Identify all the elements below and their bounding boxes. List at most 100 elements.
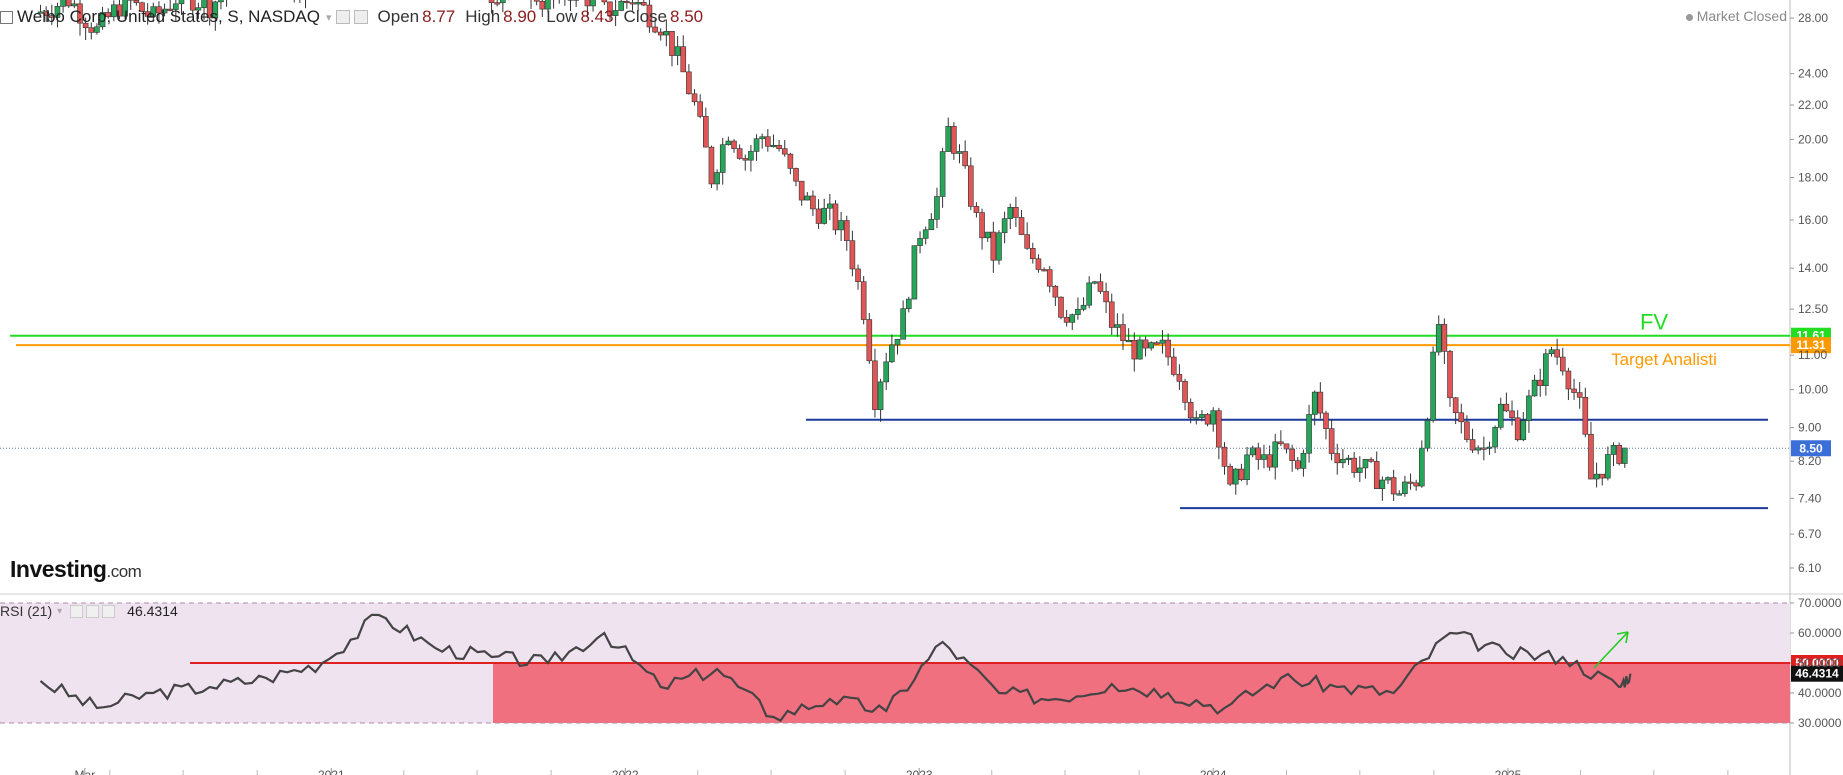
rsi-tick-label: 40.0000	[1798, 686, 1842, 700]
candle	[1497, 397, 1504, 430]
price-tick-label: 10.00	[1798, 383, 1828, 397]
candle	[1204, 412, 1211, 427]
candle-body	[1447, 351, 1453, 399]
chevron-down-icon[interactable]: ▾	[325, 11, 332, 24]
candle	[674, 36, 681, 66]
gear-icon[interactable]	[353, 10, 368, 24]
gear-icon[interactable]	[86, 604, 100, 618]
close-icon[interactable]	[102, 604, 116, 618]
candle-body	[1334, 453, 1341, 464]
chevron-down-icon[interactable]: ▾	[57, 605, 63, 617]
candle	[1441, 318, 1448, 364]
candle	[663, 19, 670, 47]
candle-body	[618, 0, 625, 11]
candle	[1193, 410, 1200, 425]
candle-body	[860, 281, 867, 320]
candle	[911, 245, 918, 300]
candle-body	[883, 361, 890, 383]
candle	[1559, 347, 1566, 376]
candle-body	[1249, 447, 1256, 456]
candle-body	[212, 1, 219, 19]
candle-body	[1199, 414, 1205, 418]
status-dot-icon	[1685, 13, 1693, 21]
rsi-tick-label: 50.0000	[1798, 656, 1842, 670]
candle	[905, 296, 912, 313]
candle	[1221, 442, 1228, 475]
candle	[1142, 336, 1149, 357]
rsi-pane	[0, 602, 1790, 724]
candle-body	[1543, 353, 1549, 386]
candle	[815, 199, 822, 229]
candle	[635, 0, 641, 12]
candle	[1289, 444, 1295, 472]
candle	[1063, 309, 1070, 327]
candle	[1075, 297, 1081, 320]
candle-body	[731, 140, 737, 149]
candle	[753, 134, 760, 161]
candle-body	[539, 0, 546, 10]
candle	[979, 208, 985, 250]
symbol-title[interactable]: Weibo Corp, United States, S, NASDAQ	[17, 7, 320, 26]
candle	[1013, 196, 1019, 228]
rsi-label[interactable]: RSI (21)	[0, 603, 53, 619]
candle	[1294, 457, 1301, 471]
candle-body	[1244, 454, 1250, 481]
collapse-icon[interactable]	[0, 10, 13, 24]
candle-body	[624, 0, 630, 4]
candle-body	[951, 126, 957, 154]
candle	[82, 17, 89, 40]
candle-body	[1593, 473, 1600, 480]
candle-body	[905, 298, 912, 309]
candle	[686, 64, 692, 95]
candle	[646, 0, 653, 33]
candle	[1565, 367, 1572, 401]
candle	[299, 0, 301, 3]
candle	[1537, 368, 1544, 397]
candle-body	[663, 31, 670, 36]
price-tick-label: 11.00	[1798, 348, 1827, 362]
candle-body	[494, 2, 501, 5]
candle-body	[206, 0, 213, 19]
candle	[680, 35, 687, 73]
candle-body	[843, 220, 850, 241]
candle	[894, 338, 901, 355]
candle-body	[889, 344, 895, 363]
candle	[967, 157, 974, 211]
settings-icon[interactable]	[335, 10, 350, 24]
candle-body	[984, 231, 991, 239]
candle	[708, 145, 715, 189]
candle-body	[657, 31, 664, 36]
candle	[1396, 490, 1403, 496]
price-tick-label: 14.00	[1798, 261, 1828, 275]
candle	[860, 276, 867, 325]
candle	[990, 221, 997, 273]
candle-body	[195, 7, 202, 11]
candle	[1092, 280, 1098, 285]
candle	[1283, 443, 1290, 454]
candle	[1266, 445, 1273, 471]
candle	[567, 0, 574, 11]
candle	[736, 144, 743, 160]
candle	[49, 4, 55, 25]
candle	[1520, 412, 1527, 442]
price-tick-label: 22.00	[1798, 98, 1828, 112]
candle-body	[1204, 414, 1211, 425]
market-status-text: Market Closed	[1696, 8, 1787, 24]
candle	[1232, 468, 1239, 495]
candle	[1605, 446, 1611, 481]
arrow-head-icon	[1616, 631, 1629, 644]
candle	[945, 117, 952, 152]
candle	[1176, 364, 1183, 390]
candle	[1137, 336, 1143, 360]
candle-body	[866, 319, 873, 362]
rsi-price-label: 46.4314	[1791, 665, 1843, 682]
candle	[54, 2, 61, 28]
visibility-icon[interactable]	[70, 604, 84, 618]
candle-body	[815, 208, 822, 224]
candle	[144, 3, 151, 25]
candle	[167, 0, 174, 12]
candle	[1373, 451, 1380, 489]
candle-body	[1035, 258, 1042, 270]
candle	[1554, 338, 1560, 365]
